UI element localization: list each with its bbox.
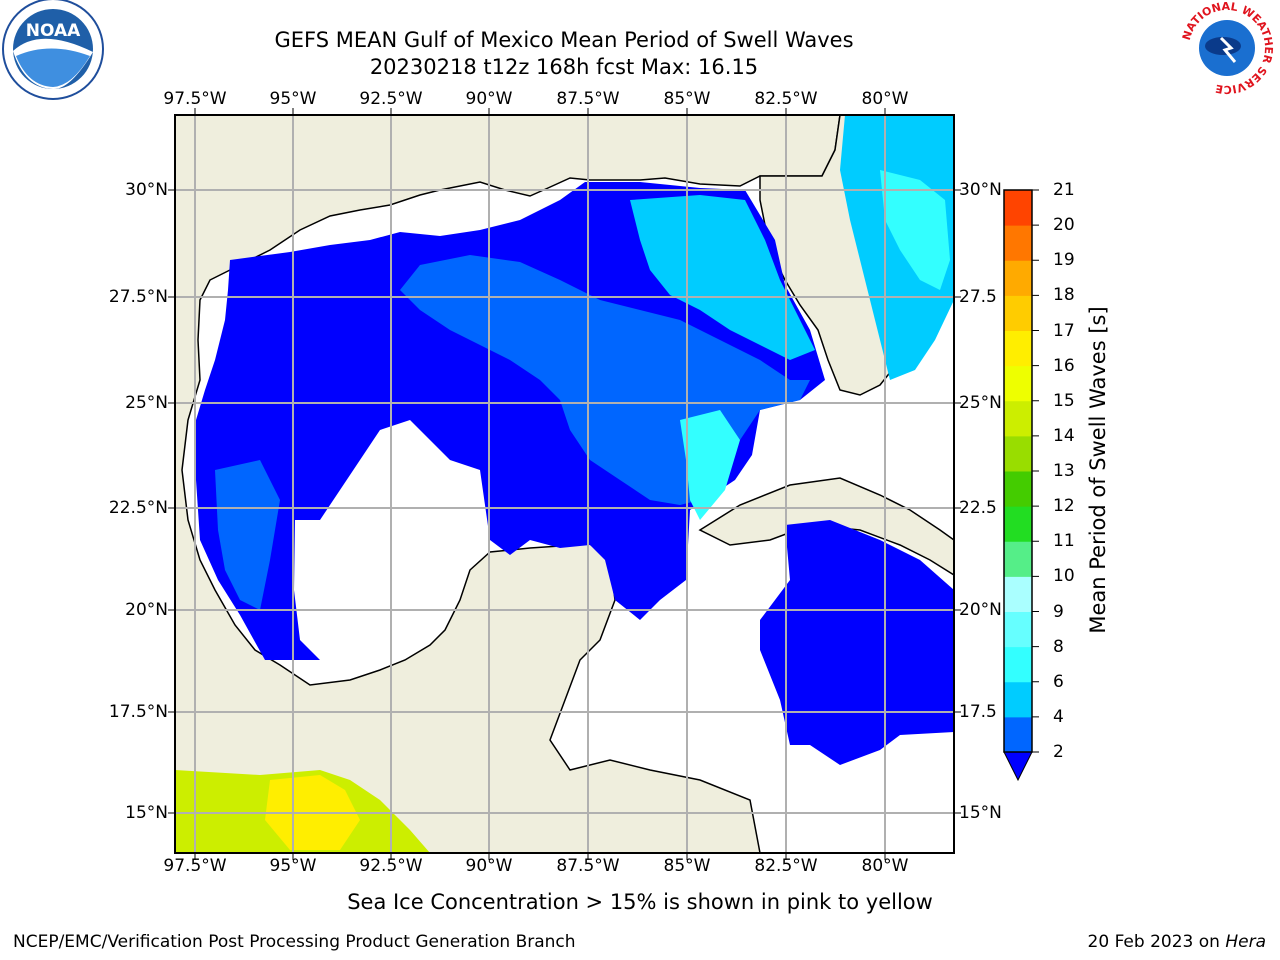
chart-subtitle-run: 20230218 t12z 168h fcst Max: 16.15 — [369, 55, 759, 79]
colorbar — [1003, 189, 1039, 782]
colorbar-segment — [1004, 365, 1032, 402]
colorbar-tick-label: 17 — [1053, 320, 1075, 341]
lat-label-left: 22.5°N — [108, 498, 168, 518]
colorbar-tick-label: 9 — [1053, 601, 1064, 622]
colorbar-segment — [1004, 225, 1032, 261]
colorbar-segment — [1004, 295, 1032, 331]
colorbar-tick-label: 14 — [1053, 425, 1075, 446]
wave-region-straits — [680, 410, 740, 520]
nws-logo: NATIONAL WEATHER SERVICE — [1179, 0, 1275, 96]
colorbar-segment — [1004, 611, 1032, 648]
lat-label-left: 17.5°N — [108, 702, 168, 722]
lat-label-right: 20°N — [959, 600, 1002, 620]
colorbar-segment — [1004, 681, 1032, 718]
colorbar-segment — [1004, 400, 1032, 437]
lon-label-top: 80°W — [861, 89, 909, 109]
colorbar-segment — [1004, 576, 1032, 612]
chart-title: GEFS MEAN Gulf of Mexico Mean Period of … — [274, 28, 854, 52]
lon-label-bottom: 82.5°W — [754, 856, 818, 876]
wave-period-fill — [175, 115, 954, 853]
map-area — [168, 108, 961, 860]
colorbar-tick-label: 18 — [1053, 285, 1075, 306]
colorbar-segment — [1004, 506, 1032, 542]
lat-label-right: 30°N — [959, 180, 1002, 200]
footer-date: 20 Feb 2023 on Hera — [1088, 932, 1266, 952]
colorbar-tick-label: 20 — [1053, 215, 1075, 236]
lon-label-bottom: 92.5°W — [359, 856, 423, 876]
lat-label-right: 25°N — [959, 393, 1002, 413]
colorbar-segment — [1004, 260, 1032, 296]
lat-label-left: 30°N — [125, 180, 168, 200]
lon-label-bottom: 85°W — [663, 856, 711, 876]
colorbar-segment — [1004, 330, 1032, 367]
colorbar-tick-label: 6 — [1053, 671, 1064, 692]
wave-region-east-gulf — [760, 520, 954, 765]
lon-label-top: 85°W — [663, 89, 711, 109]
noaa-logo-text: NOAA — [26, 21, 81, 41]
lat-label-left: 25°N — [125, 393, 168, 413]
lon-label-bottom: 80°W — [861, 856, 909, 876]
colorbar-tick-label: 12 — [1053, 496, 1075, 517]
lon-label-top: 97.5°W — [163, 89, 227, 109]
sea-ice-note: Sea Ice Concentration > 15% is shown in … — [347, 890, 933, 914]
noaa-logo: NOAA — [2, 0, 104, 100]
footer-machine: Hera — [1225, 932, 1266, 952]
lat-label-right: 17.5 — [959, 702, 997, 722]
colorbar-tick-label: 2 — [1053, 742, 1064, 762]
colorbar-tick-label: 11 — [1053, 531, 1075, 552]
colorbar-tick-label: 21 — [1053, 180, 1075, 200]
footer-credit: NCEP/EMC/Verification Post Processing Pr… — [13, 932, 576, 952]
wave-region-florida-atlantic — [840, 115, 954, 380]
wave-region-dark-blue — [196, 182, 825, 660]
lon-label-bottom: 90°W — [465, 856, 513, 876]
colorbar-tick-label: 4 — [1053, 706, 1064, 727]
wave-region-light-cyan — [880, 170, 950, 290]
colorbar-tick-label: 13 — [1053, 461, 1075, 481]
lat-label-left: 20°N — [125, 600, 168, 620]
colorbar-segment — [1004, 435, 1032, 472]
colorbar-segment — [1004, 541, 1032, 577]
wave-region-cyan — [630, 195, 815, 360]
lon-label-bottom: 87.5°W — [556, 856, 620, 876]
lon-label-top: 95°W — [269, 89, 317, 109]
colorbar-tick-label: 15 — [1053, 390, 1075, 411]
graticule — [175, 115, 954, 853]
lat-label-left: 27.5°N — [108, 287, 168, 307]
lon-label-top: 92.5°W — [359, 89, 423, 109]
lat-label-left: 15°N — [125, 803, 168, 823]
lat-label-right: 27.5 — [959, 287, 997, 307]
lon-label-top: 90°W — [465, 89, 513, 109]
colorbar-tick-label: 16 — [1053, 355, 1075, 376]
colorbar-under-triangle — [1003, 751, 1033, 782]
colorbar-tick-label: 8 — [1053, 636, 1064, 657]
footer-date-text: 20 Feb 2023 on — [1087, 932, 1226, 952]
lat-label-right: 22.5 — [959, 498, 997, 518]
colorbar-tick-label: 10 — [1053, 566, 1075, 587]
colorbar-segment — [1004, 646, 1032, 683]
colorbar-segment — [1004, 716, 1032, 753]
lat-label-right: 15°N — [959, 803, 1002, 823]
colorbar-title: Mean Period of Swell Waves [s] — [1086, 306, 1110, 634]
colorbar-segment — [1004, 471, 1032, 507]
map-frame — [174, 114, 955, 854]
lon-label-bottom: 97.5°W — [163, 856, 227, 876]
wave-region-bay-campeche — [215, 460, 280, 610]
lon-label-top: 82.5°W — [754, 89, 818, 109]
lon-label-bottom: 95°W — [269, 856, 317, 876]
colorbar-tick-label: 19 — [1053, 250, 1075, 271]
lon-label-top: 87.5°W — [556, 89, 620, 109]
colorbar-segment — [1004, 190, 1032, 226]
axis-ticks — [168, 108, 961, 860]
